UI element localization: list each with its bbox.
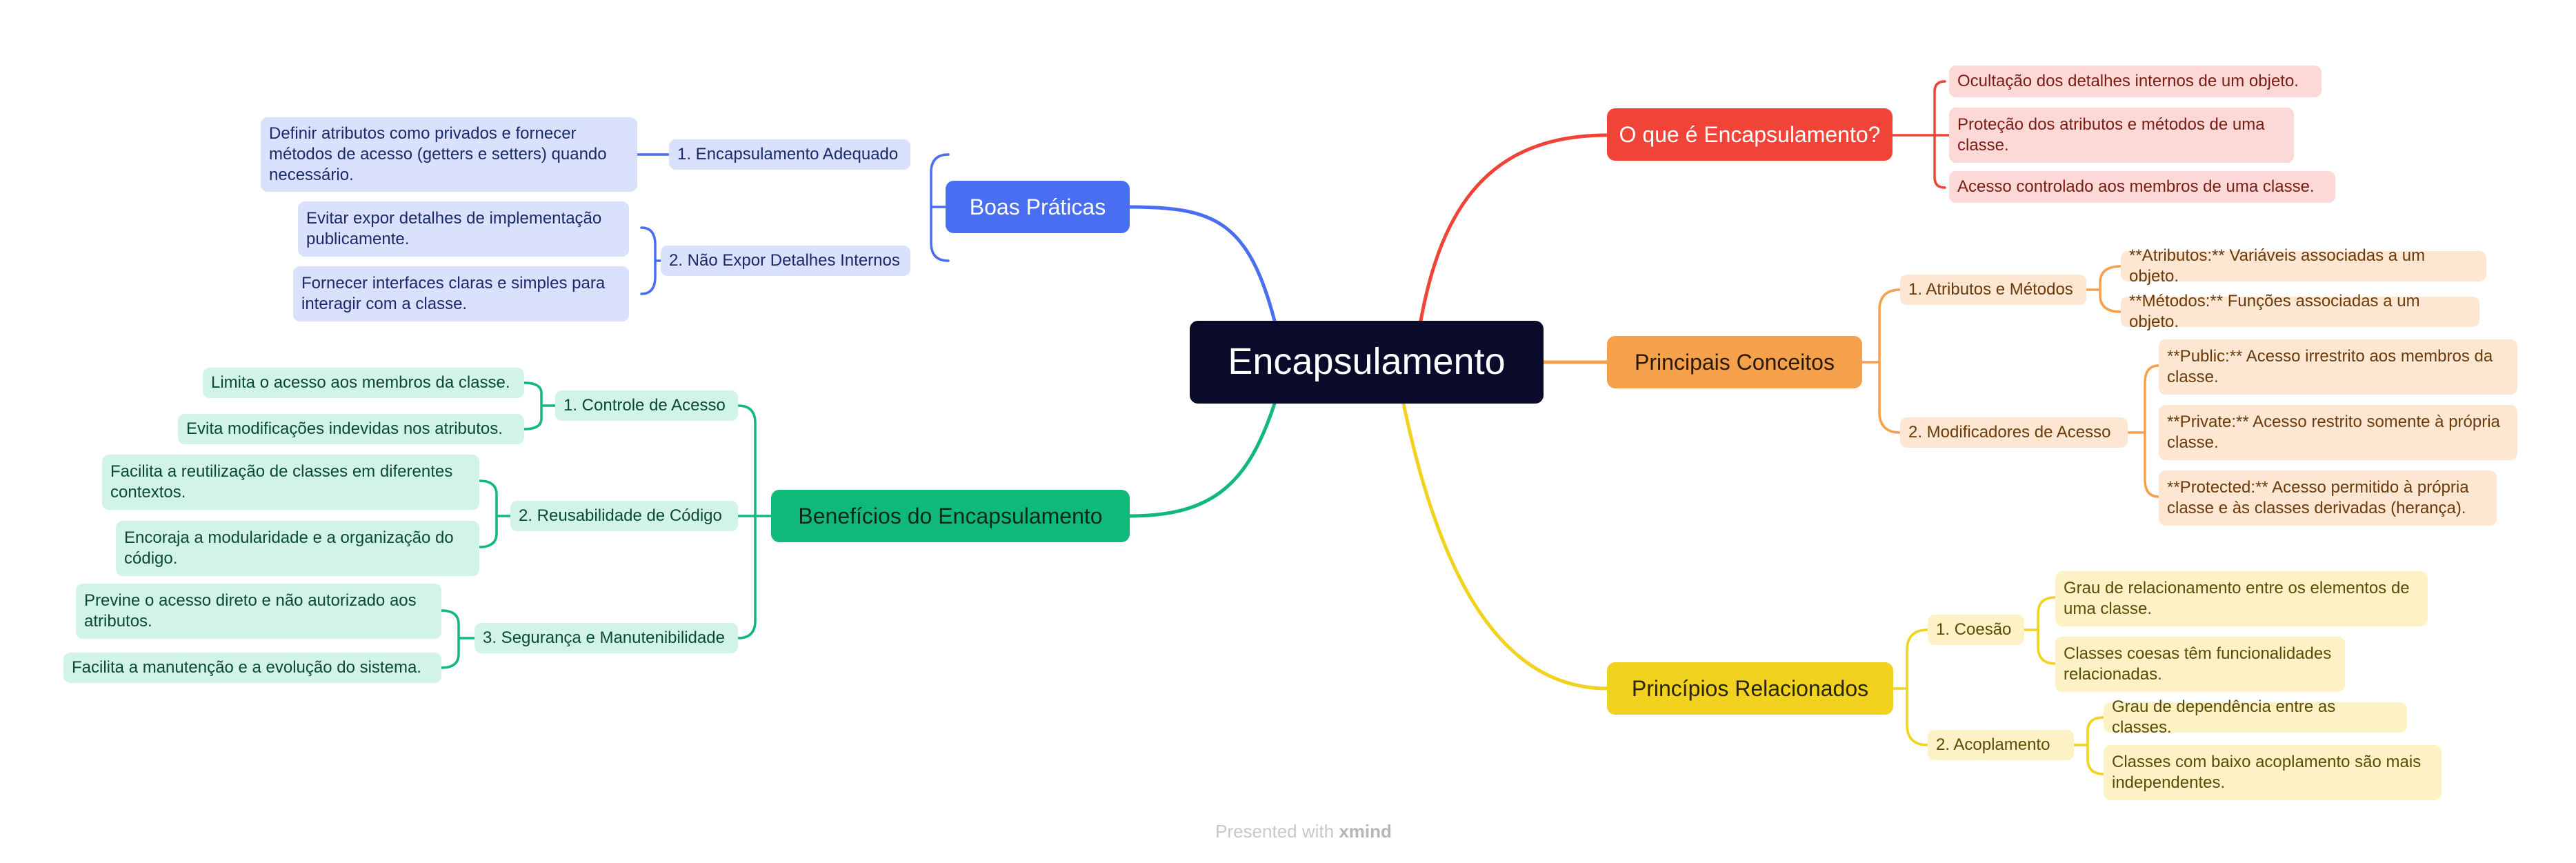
benefits-item-access-2-text: Evita modificações indevidas nos atribut… [186, 419, 503, 438]
what-item-3[interactable]: Acesso controlado aos membros de uma cla… [1949, 171, 2335, 203]
practices-item-adequate-1[interactable]: Definir atributos como privados e fornec… [261, 117, 637, 192]
benefits-item-access-2[interactable]: Evita modificações indevidas nos atribut… [178, 414, 524, 444]
practices-item-adequate-1-text: Definir atributos como privados e fornec… [269, 124, 607, 184]
what-item-2[interactable]: Proteção dos atributos e métodos de uma … [1949, 108, 2294, 163]
branch-practices-label: Boas Práticas [969, 195, 1106, 219]
principles-item-coupling-1-text: Grau de dependência entre as classes. [2112, 697, 2336, 737]
footer-brand: xmind [1339, 821, 1392, 842]
benefits-item-security-2[interactable]: Facilita a manutenção e a evolução do si… [63, 653, 441, 683]
principles-sub-cohesion-label: 1. Coesão [1936, 620, 2012, 639]
edge-central-practices [1128, 205, 1277, 323]
branch-what-label: O que é Encapsulamento? [1619, 122, 1881, 147]
principles-sub-coupling-label: 2. Acoplamento [1936, 735, 2050, 754]
practices-item-no-expose-2[interactable]: Fornecer interfaces claras e simples par… [293, 266, 629, 321]
practices-sub-adequate-label: 1. Encapsulamento Adequado [677, 145, 899, 163]
branch-concepts-label: Principais Conceitos [1635, 350, 1835, 375]
principles-item-cohesion-1[interactable]: Grau de relacionamento entre os elemento… [2055, 571, 2428, 626]
practices-sub-no-expose[interactable]: 2. Não Expor Detalhes Internos [661, 246, 910, 276]
benefits-sub-reuse-label: 2. Reusabilidade de Código [519, 506, 722, 525]
concepts-item-public[interactable]: **Public:** Acesso irrestrito aos membro… [2159, 339, 2517, 395]
benefits-item-security-2-text: Facilita a manutenção e a evolução do si… [72, 658, 421, 677]
what-item-2-text: Proteção dos atributos e métodos de uma … [1957, 115, 2265, 155]
practices-item-no-expose-1[interactable]: Evitar expor detalhes de implementação p… [298, 201, 629, 257]
principles-item-coupling-2[interactable]: Classes com baixo acoplamento são mais i… [2104, 745, 2442, 800]
edge-central-what [1419, 133, 1609, 323]
branch-concepts[interactable]: Principais Conceitos [1607, 336, 1862, 388]
benefits-item-reuse-1[interactable]: Facilita a reutilização de classes em di… [102, 455, 479, 510]
edge-central-principles [1401, 401, 1609, 691]
practices-sub-adequate[interactable]: 1. Encapsulamento Adequado [669, 139, 910, 170]
benefits-sub-security[interactable]: 3. Segurança e Manutenibilidade [475, 623, 738, 653]
principles-item-coupling-1[interactable]: Grau de dependência entre as classes. [2104, 697, 2407, 737]
central-topic[interactable]: Encapsulamento [1190, 321, 1544, 404]
concepts-sub-attributes[interactable]: 1. Atributos e Métodos [1900, 275, 2086, 305]
presented-with-footer: Presented with xmind [1124, 821, 1483, 842]
concepts-item-private[interactable]: **Private:** Acesso restrito somente à p… [2159, 405, 2517, 460]
branch-benefits-label: Benefícios do Encapsulamento [798, 504, 1103, 528]
principles-item-cohesion-2-text: Classes coesas têm funcionalidades relac… [2064, 644, 2332, 684]
concepts-item-protected[interactable]: **Protected:** Acesso permitido à própri… [2159, 470, 2497, 526]
concepts-item-methods-text: **Métodos:** Funções associadas a um obj… [2129, 292, 2420, 331]
footer-prefix: Presented with [1215, 821, 1335, 842]
concepts-item-attributes[interactable]: **Atributos:** Variáveis associadas a um… [2121, 246, 2486, 286]
practices-sub-no-expose-label: 2. Não Expor Detalhes Internos [669, 251, 900, 270]
concepts-item-methods[interactable]: **Métodos:** Funções associadas a um obj… [2121, 292, 2479, 331]
branch-benefits[interactable]: Benefícios do Encapsulamento [771, 490, 1130, 542]
benefits-item-reuse-2[interactable]: Encoraja a modularidade e a organização … [116, 521, 479, 576]
what-item-1-text: Ocultação dos detalhes internos de um ob… [1957, 72, 2299, 90]
benefits-sub-access-label: 1. Controle de Acesso [563, 396, 726, 415]
branch-practices[interactable]: Boas Práticas [946, 181, 1130, 233]
principles-item-cohesion-2[interactable]: Classes coesas têm funcionalidades relac… [2055, 637, 2345, 692]
concepts-item-attributes-text: **Atributos:** Variáveis associadas a um… [2129, 246, 2426, 286]
concepts-item-private-text: **Private:** Acesso restrito somente à p… [2167, 413, 2500, 452]
concepts-item-protected-text: **Protected:** Acesso permitido à própri… [2167, 478, 2469, 517]
benefits-item-reuse-1-text: Facilita a reutilização de classes em di… [110, 462, 453, 502]
principles-sub-coupling[interactable]: 2. Acoplamento [1928, 730, 2074, 760]
concepts-sub-modifiers[interactable]: 2. Modificadores de Acesso [1900, 417, 2128, 448]
principles-item-cohesion-1-text: Grau de relacionamento entre os elemento… [2064, 579, 2410, 618]
benefits-item-security-1[interactable]: Previne o acesso direto e não autorizado… [76, 584, 441, 639]
what-item-3-text: Acesso controlado aos membros de uma cla… [1957, 177, 2315, 196]
branch-principles-label: Princípios Relacionados [1631, 676, 1869, 701]
benefits-item-access-1-text: Limita o acesso aos membros da classe. [211, 373, 510, 392]
practices-item-no-expose-1-text: Evitar expor detalhes de implementação p… [306, 209, 602, 248]
benefits-item-security-1-text: Previne o acesso direto e não autorizado… [84, 591, 417, 631]
benefits-sub-security-label: 3. Segurança e Manutenibilidade [483, 628, 725, 647]
principles-sub-cohesion[interactable]: 1. Coesão [1928, 615, 2024, 645]
edge-central-benefits [1128, 401, 1277, 518]
benefits-item-reuse-2-text: Encoraja a modularidade e a organização … [124, 528, 454, 568]
practices-item-no-expose-2-text: Fornecer interfaces claras e simples par… [301, 274, 606, 313]
concepts-item-public-text: **Public:** Acesso irrestrito aos membro… [2167, 347, 2493, 386]
branch-what[interactable]: O que é Encapsulamento? [1607, 108, 1893, 161]
branch-principles[interactable]: Princípios Relacionados [1607, 662, 1893, 715]
what-item-1[interactable]: Ocultação dos detalhes internos de um ob… [1949, 66, 2322, 97]
central-topic-label: Encapsulamento [1228, 341, 1506, 383]
benefits-item-access-1[interactable]: Limita o acesso aos membros da classe. [203, 368, 524, 398]
benefits-sub-reuse[interactable]: 2. Reusabilidade de Código [510, 501, 738, 531]
benefits-sub-access[interactable]: 1. Controle de Acesso [555, 390, 738, 421]
principles-item-coupling-2-text: Classes com baixo acoplamento são mais i… [2112, 753, 2422, 792]
concepts-sub-attributes-label: 1. Atributos e Métodos [1908, 280, 2073, 299]
concepts-sub-modifiers-label: 2. Modificadores de Acesso [1908, 423, 2111, 442]
